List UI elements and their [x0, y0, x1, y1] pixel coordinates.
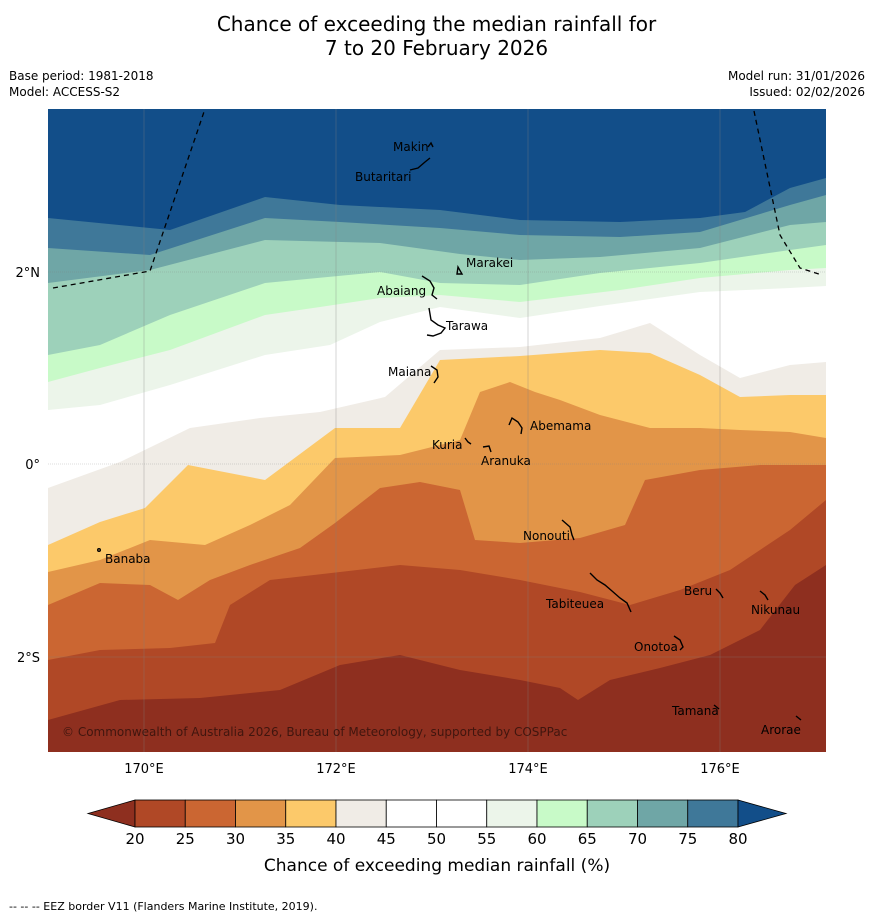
label-aranuka: Aranuka — [481, 454, 531, 468]
colorbar-tick-label: 25 — [176, 830, 195, 848]
label-maiana: Maiana — [388, 365, 431, 379]
colorbar-tick-label: 60 — [527, 830, 546, 848]
label-beru: Beru — [684, 584, 712, 598]
run-info: Model run: 31/01/2026 Issued: 02/02/2026 — [728, 68, 865, 100]
colorbar-legend: 20 25 30 35 40 45 50 55 60 65 70 75 80 — [86, 799, 788, 848]
model-name: Model: ACCESS-S2 — [9, 85, 121, 99]
island-makin — [427, 141, 434, 148]
label-banaba: Banaba — [105, 552, 151, 566]
island-maiana — [430, 365, 439, 384]
colorbar-segment — [285, 799, 337, 828]
colorbar-tick-label: 40 — [326, 830, 345, 848]
band-lowest — [48, 565, 826, 752]
lon-tick-170e: 170°E — [124, 762, 164, 777]
colorbar-segment — [134, 799, 186, 828]
axis-labels: 170°E 172°E 174°E 176°E 2°N 0° 2°S — [16, 266, 740, 777]
colorbar-tick-label: 70 — [628, 830, 647, 848]
label-makin: Makin — [393, 140, 429, 154]
label-tabiteuea: Tabiteuea — [545, 597, 604, 611]
colorbar-tick-label: 30 — [226, 830, 245, 848]
eez-border — [52, 109, 823, 289]
eez-border-east — [753, 110, 823, 276]
copyright-notice: © Commonwealth of Australia 2026, Bureau… — [62, 725, 567, 739]
label-abemama: Abemama — [530, 419, 591, 433]
label-onotoa: Onotoa — [634, 640, 678, 654]
title-line-1: Chance of exceeding the median rainfall … — [216, 12, 657, 36]
colorbar-segment — [184, 799, 236, 828]
island-tabiteuea — [589, 572, 632, 613]
island-outlines — [96, 141, 802, 721]
model-info: Base period: 1981-2018 Model: ACCESS-S2 — [9, 68, 154, 100]
base-period: Base period: 1981-2018 — [9, 69, 154, 83]
colorbar-segment — [536, 799, 588, 828]
island-tamana — [713, 704, 720, 710]
island-marakei — [456, 264, 464, 275]
label-marakei: Marakei — [466, 256, 513, 270]
colorbar-extend-low — [86, 799, 136, 828]
lon-tick-172e: 172°E — [316, 762, 356, 777]
lat-tick-0: 0° — [25, 458, 40, 473]
colorbar-tick-label: 75 — [678, 830, 697, 848]
label-tarawa: Tarawa — [445, 319, 488, 333]
colorbar-tick-label: 50 — [427, 830, 446, 848]
label-kuria: Kuria — [432, 438, 463, 452]
label-nonouti: Nonouti — [523, 529, 570, 543]
colorbar-label: Chance of exceeding median rainfall (%) — [264, 856, 610, 876]
lon-tick-176e: 176°E — [700, 762, 740, 777]
island-banaba — [96, 548, 101, 553]
eez-border-note: -- -- -- EEZ border V11 (Flanders Marine… — [9, 900, 318, 913]
colorbar-tick-label: 55 — [477, 830, 496, 848]
title-line-2: 7 to 20 February 2026 — [324, 36, 549, 60]
colorbar-tick-label: 20 — [125, 830, 144, 848]
colorbar-tick-label: 65 — [578, 830, 597, 848]
colorbar-segment — [586, 799, 638, 828]
island-butaritari — [409, 157, 431, 171]
lon-tick-174e: 174°E — [508, 762, 548, 777]
lat-tick-2s: 2°S — [17, 651, 40, 666]
label-tamana: Tamana — [671, 704, 719, 718]
colorbar-segment — [486, 799, 538, 828]
colorbar-segment — [637, 799, 689, 828]
lat-tick-2n: 2°N — [16, 266, 41, 281]
island-tarawa — [426, 307, 447, 337]
island-arorae — [795, 715, 802, 721]
label-butaritari: Butaritari — [355, 170, 412, 184]
island-kuria — [464, 437, 472, 445]
colorbar-tick-label: 35 — [276, 830, 295, 848]
colorbar-segment — [687, 799, 739, 828]
label-nikunau: Nikunau — [751, 603, 800, 617]
place-labels: Makin Butaritari Marakei Abaiang Tarawa … — [105, 140, 801, 737]
island-abaiang — [421, 275, 438, 300]
island-onotoa — [673, 635, 684, 651]
rainfall-map: Makin Butaritari Marakei Abaiang Tarawa … — [16, 109, 826, 876]
issued-date: Issued: 02/02/2026 — [749, 85, 865, 99]
island-beru — [715, 588, 724, 599]
colorbar-segment — [436, 799, 488, 828]
graticule — [48, 109, 826, 752]
colorbar-extend-high — [737, 799, 788, 828]
colorbar-tick-label: 80 — [728, 830, 747, 848]
island-abemama — [508, 416, 523, 435]
colorbar-segment — [235, 799, 287, 828]
colorbar-tick-label: 45 — [377, 830, 396, 848]
island-nonouti — [561, 519, 575, 541]
probability-bands — [48, 109, 826, 752]
label-abaiang: Abaiang — [377, 284, 426, 298]
label-arorae: Arorae — [761, 723, 801, 737]
colorbar-segment — [335, 799, 387, 828]
island-aranuka — [482, 445, 492, 453]
map-title: Chance of exceeding the median rainfall … — [0, 12, 873, 60]
model-run: Model run: 31/01/2026 — [727, 69, 865, 83]
eez-border-west — [52, 109, 206, 289]
island-nikunau — [759, 590, 769, 601]
colorbar-segment — [385, 799, 437, 828]
